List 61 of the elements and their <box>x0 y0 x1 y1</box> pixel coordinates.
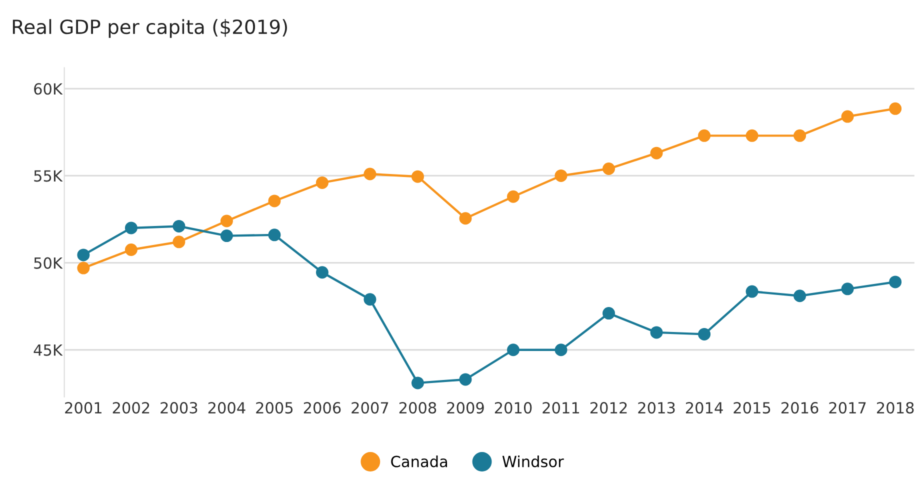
x-tick-label: 2015 <box>734 402 770 414</box>
point <box>794 129 806 142</box>
x-tick-label: 2009 <box>447 402 484 414</box>
point <box>506 344 520 356</box>
point <box>268 194 281 208</box>
point <box>841 110 854 123</box>
x-tick-label: 2016 <box>781 402 818 414</box>
x-tick-label: 2010 <box>494 402 532 414</box>
x-tick-label: 2014 <box>686 402 723 414</box>
point <box>316 266 328 279</box>
point <box>841 282 854 296</box>
x-tick-label: 2012 <box>590 402 627 414</box>
x-tick-label: 2017 <box>829 402 866 414</box>
point <box>411 376 424 390</box>
y-tick-label: 55K <box>34 170 63 182</box>
point <box>746 285 758 298</box>
point <box>411 170 424 183</box>
x-tick-label: 2011 <box>542 402 580 414</box>
point <box>459 212 472 225</box>
point <box>77 248 90 262</box>
legend-label: Canada <box>391 455 448 468</box>
point <box>268 228 281 242</box>
x-tick-label: 2002 <box>112 402 150 414</box>
y-tick-label: 50K <box>34 257 63 269</box>
point <box>364 293 376 306</box>
point <box>220 214 233 228</box>
x-tick-label: 2006 <box>304 402 341 414</box>
point <box>650 326 663 339</box>
point <box>602 162 616 176</box>
point <box>698 129 711 142</box>
chart-title: Real GDP per capita ($2019) <box>12 19 287 38</box>
x-tick-label: 2007 <box>352 402 388 414</box>
point <box>650 146 663 160</box>
y-tick-label: 60K <box>34 83 63 95</box>
point <box>746 129 758 142</box>
point <box>889 276 902 288</box>
x-tick-label: 2018 <box>876 402 914 414</box>
x-tick-label: 2004 <box>208 402 246 414</box>
point <box>889 102 902 115</box>
point <box>220 230 233 242</box>
point <box>554 344 568 356</box>
point <box>459 373 472 386</box>
point <box>602 307 616 320</box>
legend-label: Windsor <box>502 455 564 468</box>
x-tick-label: 2001 <box>65 402 102 414</box>
x-tick-label: 2005 <box>256 402 293 414</box>
point <box>554 169 568 182</box>
point <box>124 222 138 234</box>
point <box>316 176 328 189</box>
point <box>698 328 711 340</box>
point <box>506 190 520 203</box>
x-tick-label: 2008 <box>399 402 436 414</box>
y-tick-label: 45K <box>34 344 63 356</box>
x-tick-label: 2013 <box>638 402 675 414</box>
point <box>172 236 186 248</box>
point <box>364 168 376 180</box>
point <box>77 262 90 274</box>
point <box>172 220 186 232</box>
point <box>794 290 806 302</box>
x-tick-label: 2003 <box>160 402 198 414</box>
point <box>124 243 138 256</box>
